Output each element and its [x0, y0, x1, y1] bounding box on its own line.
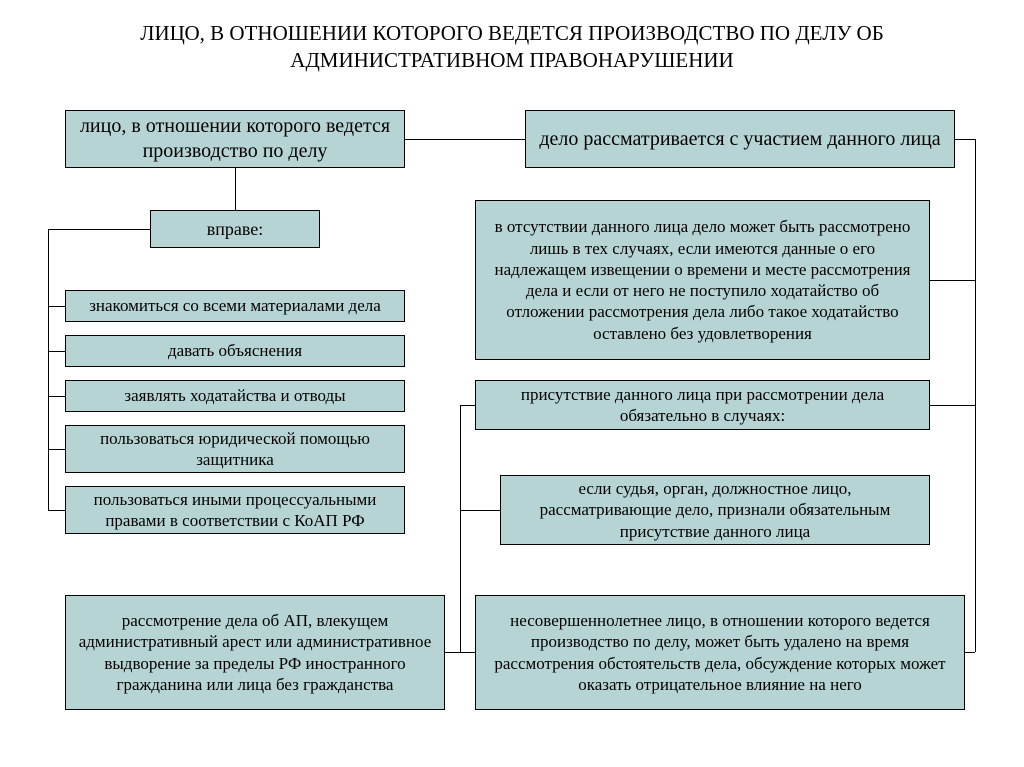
node-right-1: знакомиться со всеми материалами дела — [65, 290, 405, 322]
node-right-3: заявлять ходатайства и отводы — [65, 380, 405, 412]
edge — [460, 405, 461, 652]
edge — [48, 229, 49, 510]
node-presence-required: присутствие данного лица при рассмотрени… — [475, 380, 930, 430]
node-minor: несовершеннолетнее лицо, в отношении кот… — [475, 595, 965, 710]
edge — [405, 139, 525, 140]
edge — [235, 168, 236, 210]
edge — [48, 351, 65, 352]
node-right-head: дело рассматривается с участием данного … — [525, 110, 955, 168]
node-right-4: пользоваться юридической помощью защитни… — [65, 425, 405, 473]
edge — [48, 229, 150, 230]
node-vprave: вправе: — [150, 210, 320, 248]
edge — [460, 510, 500, 511]
node-left-head: лицо, в отношении которого ведется произ… — [65, 110, 405, 168]
edge — [445, 652, 475, 653]
node-absence: в отсутствии данного лица дело может быт… — [475, 200, 930, 360]
edge — [48, 510, 65, 511]
node-right-5: пользоваться иными процессуальными права… — [65, 486, 405, 534]
edge — [955, 139, 975, 140]
node-judge-required: если судья, орган, должностное лицо, рас… — [500, 475, 930, 545]
edge — [48, 396, 65, 397]
edge — [975, 139, 976, 652]
edge — [460, 405, 475, 406]
node-arrest-case: рассмотрение дела об АП, влекущем админи… — [65, 595, 445, 710]
edge — [965, 652, 975, 653]
edge — [48, 306, 65, 307]
edge — [930, 405, 975, 406]
node-right-2: давать объяснения — [65, 335, 405, 367]
diagram-title: ЛИЦО, В ОТНОШЕНИИ КОТОРОГО ВЕДЕТСЯ ПРОИЗ… — [0, 0, 1024, 90]
edge — [930, 280, 975, 281]
edge — [48, 449, 65, 450]
